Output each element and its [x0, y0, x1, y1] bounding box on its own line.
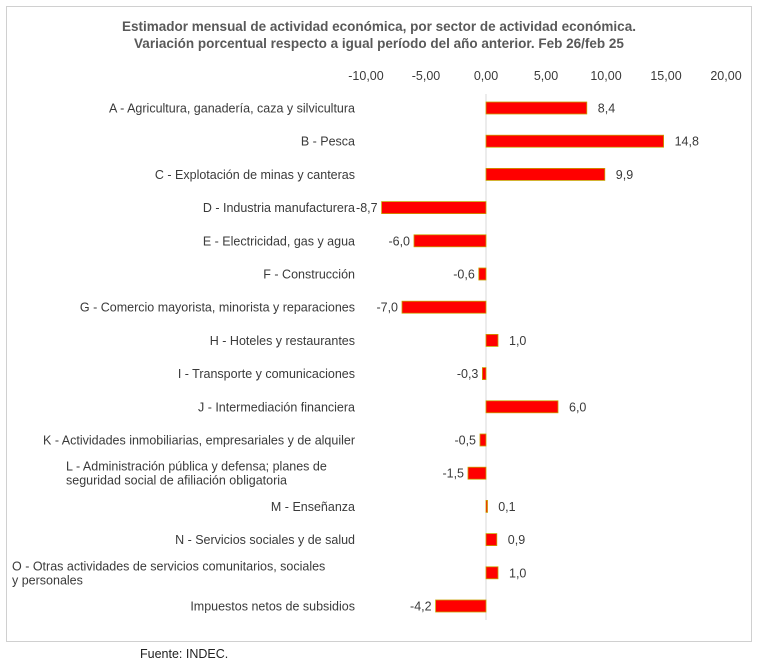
x-tick-label: -10,00 [348, 69, 383, 83]
data-label: 6,0 [569, 400, 586, 414]
bar [485, 566, 499, 580]
data-label: -7,0 [376, 301, 398, 315]
chart-title: Estimador mensual de actividad económica… [122, 19, 636, 34]
data-label: -8,7 [356, 201, 378, 215]
category-label: C - Explotación de minas y canteras [155, 168, 355, 182]
category-label: seguridad social de afiliación obligator… [66, 474, 287, 488]
x-tick-label: 0,00 [474, 69, 498, 83]
data-label: 1,0 [509, 334, 526, 348]
bar [485, 400, 559, 414]
data-label: -6,0 [388, 234, 410, 248]
x-tick-label: 15,00 [650, 69, 681, 83]
category-label: G - Comercio mayorista, minorista y repa… [80, 301, 355, 315]
category-label: B - Pesca [301, 135, 355, 149]
data-label: -0,6 [453, 268, 475, 282]
category-label: M - Enseñanza [271, 500, 355, 514]
data-label: 14,8 [675, 135, 699, 149]
category-label: I - Transporte y comunicaciones [178, 367, 355, 381]
bar [478, 267, 487, 281]
bar [381, 201, 487, 215]
bar [485, 134, 665, 148]
bar [485, 167, 606, 181]
category-label: A - Agricultura, ganadería, caza y silvi… [109, 102, 355, 116]
bar [485, 101, 588, 115]
category-label: L - Administración pública y defensa; pl… [66, 460, 327, 474]
category-label: D - Industria manufacturera [203, 201, 355, 215]
data-label: -4,2 [410, 600, 432, 614]
x-tick-label: 5,00 [534, 69, 558, 83]
category-label: O - Otras actividades de servicios comun… [12, 559, 325, 573]
x-tick-label: 10,00 [590, 69, 621, 83]
bar [485, 533, 498, 546]
data-label: 8,4 [598, 102, 615, 116]
chart-frame [6, 6, 752, 642]
data-label: 1,0 [509, 566, 526, 580]
bar [467, 466, 487, 480]
category-label: y personales [12, 573, 83, 587]
data-label: -0,5 [454, 434, 476, 448]
bar [485, 333, 499, 347]
source-note: Fuente: INDEC. [140, 647, 229, 661]
data-label: -0,3 [457, 367, 479, 381]
data-label: 9,9 [616, 168, 633, 182]
bar [485, 499, 488, 513]
category-label: E - Electricidad, gas y agua [203, 234, 355, 248]
bar [479, 433, 487, 447]
category-label: H - Hoteles y restaurantes [210, 334, 355, 348]
category-label: Impuestos netos de subsidios [190, 600, 355, 614]
data-label: 0,1 [498, 500, 515, 514]
bar [413, 234, 487, 248]
category-label: J - Intermediación financiera [198, 400, 355, 414]
bar [401, 300, 487, 314]
category-label: K - Actividades inmobiliarias, empresari… [43, 434, 355, 448]
category-label: N - Servicios sociales y de salud [175, 533, 355, 547]
bar [481, 367, 487, 381]
x-tick-label: -5,00 [412, 69, 441, 83]
data-label: 0,9 [508, 533, 525, 547]
chart-subtitle: Variación porcentual respecto a igual pe… [134, 36, 624, 51]
x-tick-label: 20,00 [710, 69, 741, 83]
bar [435, 599, 487, 613]
category-label: F - Construcción [263, 268, 355, 282]
data-label: -1,5 [442, 467, 464, 481]
